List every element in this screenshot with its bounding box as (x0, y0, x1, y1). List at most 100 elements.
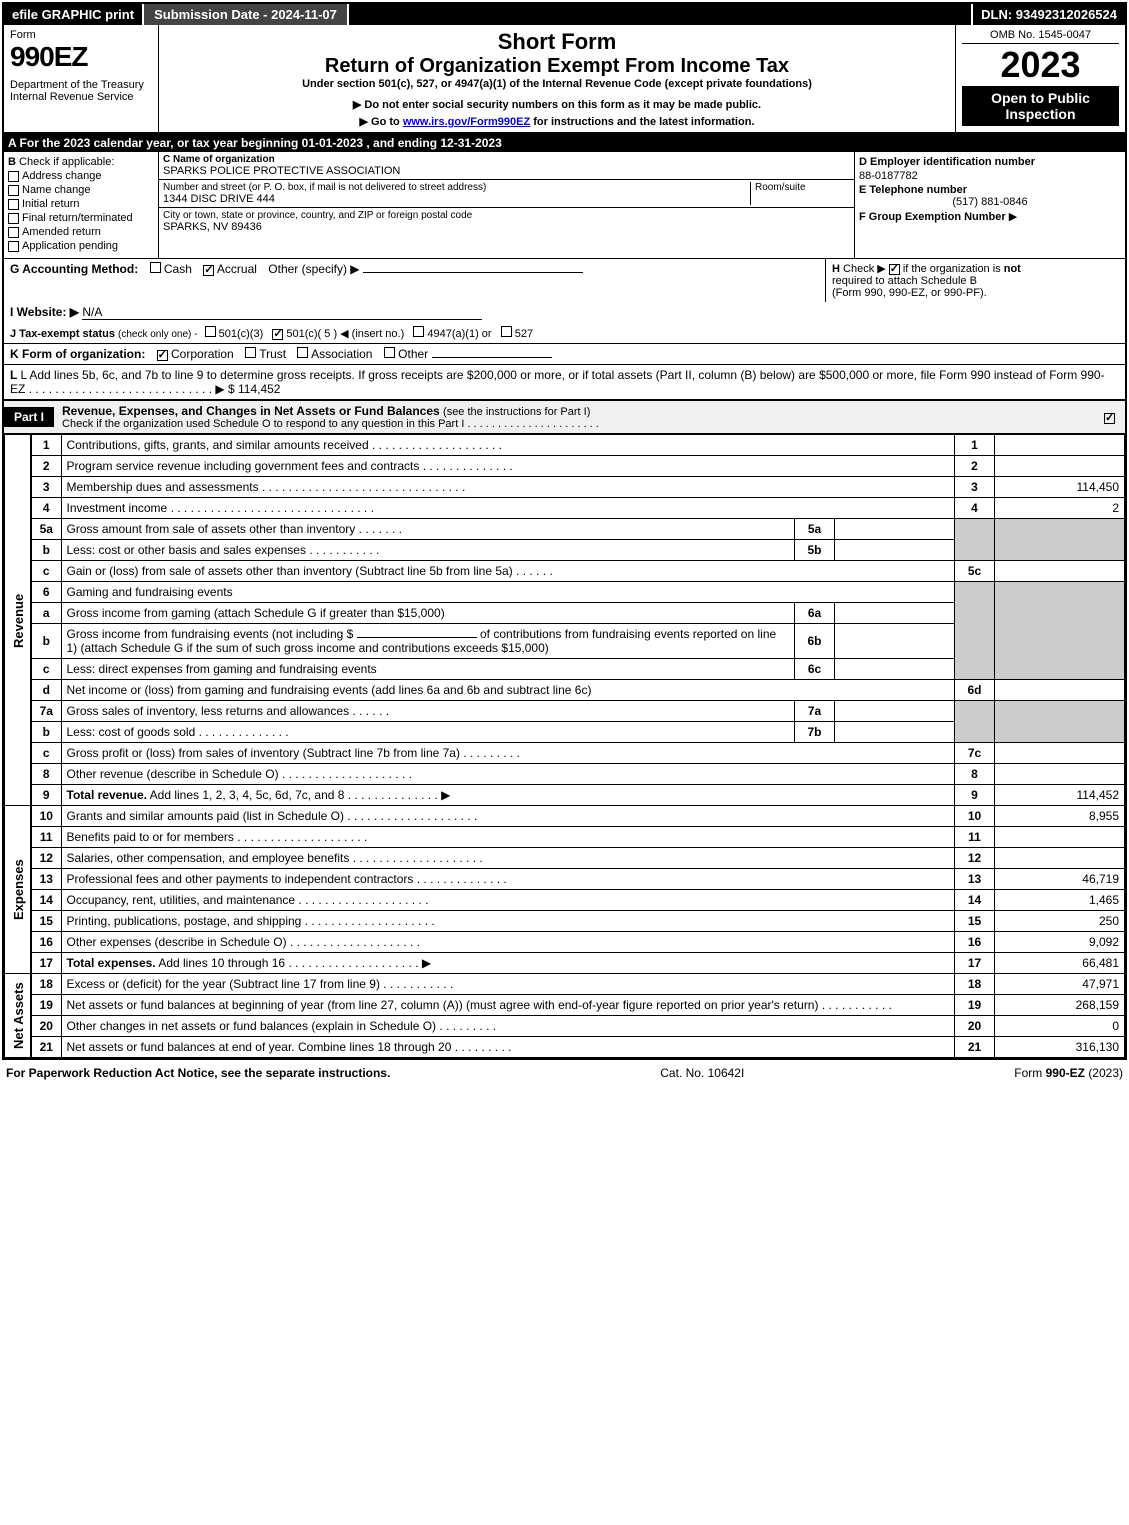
l-amount: $ 114,452 (228, 382, 281, 396)
check-schedule-b[interactable] (889, 264, 900, 275)
check-4947[interactable] (413, 326, 424, 337)
line-amount: 9,092 (995, 932, 1125, 953)
check-address-change[interactable] (8, 171, 19, 182)
line-box: 2 (955, 456, 995, 477)
dots: . . . . . . . . . . . . . . . . . . . . (290, 935, 420, 949)
check-501c[interactable] (272, 329, 283, 340)
opt-initial-return: Initial return (22, 198, 79, 210)
check-accrual[interactable] (203, 265, 214, 276)
check-association[interactable] (297, 347, 308, 358)
arrow-icon: ▶ (353, 99, 365, 111)
city-value: SPARKS, NV 89436 (163, 221, 850, 233)
part-1-label: Part I (4, 407, 54, 427)
org-name: SPARKS POLICE PROTECTIVE ASSOCIATION (163, 165, 850, 177)
line-box: 10 (955, 806, 995, 827)
footer-right-bold: 990-EZ (1046, 1066, 1085, 1080)
inline-box: 7a (795, 701, 835, 722)
submission-date: Submission Date - 2024-11-07 (144, 4, 349, 25)
check-corporation[interactable] (157, 350, 168, 361)
check-trust[interactable] (245, 347, 256, 358)
line-box: 4 (955, 498, 995, 519)
line-amount (995, 743, 1125, 764)
line-amount: 316,130 (995, 1037, 1125, 1058)
line-num: 11 (31, 827, 61, 848)
check-final-return[interactable] (8, 213, 19, 224)
line-num: c (31, 561, 61, 582)
check-application-pending[interactable] (8, 241, 19, 252)
dots: . . . . . . . . . (455, 1040, 512, 1054)
inline-amount (835, 540, 955, 561)
line-desc: Gaming and fundraising events (61, 582, 955, 603)
j-4947: 4947(a)(1) or (427, 328, 491, 340)
check-other-org[interactable] (384, 347, 395, 358)
inline-box: 7b (795, 722, 835, 743)
line-desc: Gain or (loss) from sale of assets other… (67, 564, 513, 578)
line-desc: Less: cost or other basis and sales expe… (67, 543, 306, 557)
irs-link[interactable]: www.irs.gov/Form990EZ (403, 116, 530, 128)
line-box: 16 (955, 932, 995, 953)
column-b: B Check if applicable: Address change Na… (4, 152, 159, 258)
line-box: 21 (955, 1037, 995, 1058)
check-initial-return[interactable] (8, 199, 19, 210)
g-line: G Accounting Method: Cash Accrual Other … (4, 259, 825, 302)
dots: . . . . . . . . . . . . . . . . . . . . (347, 809, 477, 823)
check-schedule-o[interactable] (1104, 413, 1115, 424)
omb-number: OMB No. 1545-0047 (962, 29, 1119, 44)
line-amount: 46,719 (995, 869, 1125, 890)
h-post: if the organization is (903, 263, 1004, 275)
line-box: 12 (955, 848, 995, 869)
line-box: 8 (955, 764, 995, 785)
city-label: City or town, state or province, country… (163, 210, 850, 221)
line-amount: 8,955 (995, 806, 1125, 827)
check-501c3[interactable] (205, 326, 216, 337)
other-specify-line (363, 272, 583, 273)
line-num: c (31, 743, 61, 764)
line-num: 8 (31, 764, 61, 785)
dots: . . . . . . . . . . . (383, 977, 453, 991)
header: Form 990EZ Department of the Treasury In… (4, 25, 1125, 134)
line-box: 11 (955, 827, 995, 848)
opt-name-change: Name change (22, 184, 91, 196)
goto-post: for instructions and the latest informat… (533, 116, 754, 128)
l-dots: . . . . . . . . . . . . . . . . . . . . … (29, 382, 212, 396)
line-desc: Net income or (loss) from gaming and fun… (61, 680, 955, 701)
other-org-line (432, 357, 552, 358)
line-desc: Gross income from fundraising events (no… (67, 627, 354, 641)
check-amended-return[interactable] (8, 227, 19, 238)
part-1-title: Revenue, Expenses, and Changes in Net As… (62, 404, 440, 418)
line-num: 20 (31, 1016, 61, 1037)
inline-box: 5b (795, 540, 835, 561)
line-num: b (31, 624, 61, 659)
column-d: D Employer identification number 88-0187… (855, 152, 1125, 258)
check-name-change[interactable] (8, 185, 19, 196)
shaded-cell (995, 701, 1125, 743)
inline-box: 6a (795, 603, 835, 624)
line-num: 1 (31, 435, 61, 456)
line-box: 18 (955, 974, 995, 995)
goto-pre: Go to (371, 116, 403, 128)
b-label: B (8, 156, 16, 168)
dots: . . . . . . . . . . . . . . (348, 788, 438, 802)
top-bar: efile GRAPHIC print Submission Date - 20… (4, 4, 1125, 25)
part-1-check-line: Check if the organization used Schedule … (62, 418, 464, 430)
line-num: 10 (31, 806, 61, 827)
dept-treasury: Department of the Treasury (10, 79, 152, 91)
check-527[interactable] (501, 326, 512, 337)
ein-value: 88-0187782 (859, 170, 1121, 182)
line-desc: Gross income from gaming (attach Schedul… (61, 603, 795, 624)
j-label: J Tax-exempt status (10, 328, 115, 340)
dots: . . . . . . . . . . . . . . . . . . . . (353, 851, 483, 865)
check-cash[interactable] (150, 262, 161, 273)
line-amount (995, 764, 1125, 785)
open-public: Open to Public Inspection (962, 86, 1119, 126)
line-amount: 66,481 (995, 953, 1125, 974)
line-box: 20 (955, 1016, 995, 1037)
inline-box: 6c (795, 659, 835, 680)
dots: . . . . . . . . . . . . . . . . . . . . … (171, 501, 374, 515)
arrow-icon: ▶ (422, 956, 431, 970)
phone-value: (517) 881-0846 (859, 196, 1121, 208)
line-num: 7a (31, 701, 61, 722)
line-desc: Add lines 1, 2, 3, 4, 5c, 6d, 7c, and 8 (147, 788, 344, 802)
accounting-accrual: Accrual (217, 262, 257, 276)
shaded-cell (995, 519, 1125, 561)
